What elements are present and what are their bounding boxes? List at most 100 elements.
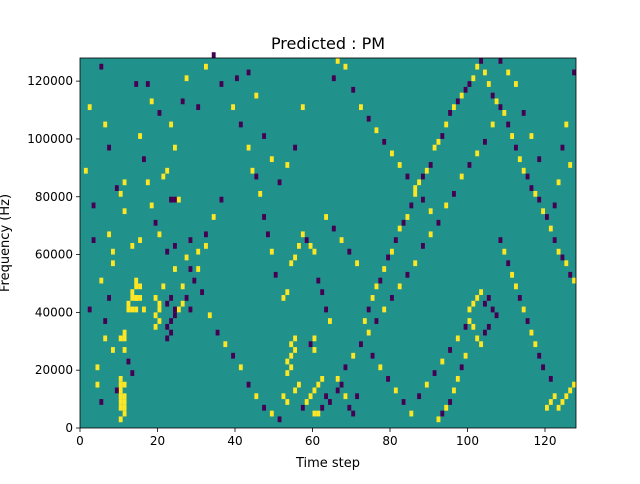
heatmap-cell — [173, 266, 177, 272]
heatmap-cell — [521, 110, 526, 116]
heatmap-cell — [541, 208, 546, 215]
heatmap-cell — [409, 202, 414, 209]
heatmap-cell — [393, 387, 398, 394]
heatmap-cell — [281, 393, 286, 400]
heatmap-cell — [231, 104, 236, 111]
heatmap-cell — [320, 375, 325, 382]
heatmap-cell — [455, 375, 460, 382]
heatmap-cell — [145, 81, 150, 87]
heatmap-cell — [231, 352, 236, 359]
heatmap-cell — [316, 277, 321, 284]
y-tick-label: 100000 — [27, 132, 73, 146]
heatmap-cell — [537, 352, 542, 359]
heatmap-cell — [564, 393, 569, 400]
heatmap-cell — [483, 300, 487, 307]
heatmap-cell — [157, 300, 162, 307]
heatmap-cell — [568, 271, 573, 278]
heatmap-cell — [494, 312, 499, 319]
heatmap-cell — [262, 404, 267, 411]
heatmap-cell — [390, 295, 394, 301]
heatmap-cell — [254, 393, 259, 400]
heatmap-cell — [83, 167, 88, 174]
heatmap-cell — [246, 144, 251, 151]
heatmap-cell — [471, 75, 476, 82]
heatmap-cell — [300, 404, 305, 411]
heatmap-cell — [122, 329, 127, 336]
heatmap-cell — [161, 283, 166, 290]
heatmap-cell — [269, 410, 274, 417]
heatmap-cell — [103, 335, 108, 342]
heatmap-cell — [188, 266, 193, 272]
heatmap-cell — [351, 352, 356, 359]
heatmap-cell — [448, 110, 453, 116]
heatmap-cell — [506, 69, 511, 76]
heatmap-cell — [134, 283, 139, 290]
heatmap-cell — [134, 81, 139, 87]
heatmap-cell — [529, 329, 534, 336]
x-tick-label: 100 — [456, 434, 479, 448]
heatmap-cell — [250, 167, 255, 174]
heatmap-cell — [393, 237, 398, 243]
heatmap-cell — [114, 185, 119, 191]
heatmap-cell — [355, 393, 360, 400]
heatmap-cell — [471, 300, 476, 307]
heatmap-cell — [324, 393, 329, 400]
heatmap-cell — [273, 271, 278, 278]
heatmap-cell — [382, 138, 387, 145]
heatmap-cell — [134, 277, 139, 284]
heatmap-cell — [180, 283, 185, 290]
heatmap-cell — [459, 364, 464, 371]
heatmap-cell — [479, 58, 484, 64]
heatmap-cell — [320, 289, 325, 296]
heatmap-cell — [378, 277, 383, 284]
heatmap-cell — [494, 98, 499, 105]
heatmap-cell — [572, 381, 577, 388]
heatmap-cell — [138, 237, 143, 243]
heatmap-cell — [424, 381, 429, 388]
heatmap-cell — [417, 179, 422, 186]
y-axis-label: Frequency (Hz) — [0, 194, 13, 292]
heatmap-cell — [467, 318, 472, 324]
x-tick-label: 0 — [76, 434, 84, 448]
heatmap-cell — [568, 387, 573, 394]
heatmap-cell — [444, 121, 449, 128]
heatmap-cell — [421, 243, 425, 249]
heatmap-cell — [560, 254, 565, 261]
heatmap-cell — [521, 306, 526, 313]
heatmap-cell — [479, 289, 484, 296]
heatmap-cell — [304, 237, 309, 243]
x-tick-label: 20 — [150, 434, 165, 448]
heatmap-cell — [331, 75, 336, 82]
heatmap-cell — [517, 156, 522, 163]
heatmap-cell — [545, 214, 549, 220]
heatmap-cell — [366, 306, 371, 313]
heatmap-cell — [238, 121, 243, 128]
heatmap-cell — [173, 312, 177, 319]
heatmap-cell — [157, 110, 162, 116]
heatmap-cell — [312, 248, 317, 255]
heatmap-cell — [413, 190, 418, 197]
heatmap-cell — [436, 219, 441, 226]
heatmap-cell — [552, 202, 557, 209]
heatmap-cell — [386, 254, 391, 261]
heatmap-cell — [122, 404, 127, 411]
heatmap-cell — [452, 190, 456, 197]
heatmap-cell — [556, 248, 561, 255]
heatmap-cell — [308, 243, 313, 249]
heatmap-cell — [490, 92, 495, 99]
heatmap-cell — [374, 283, 379, 290]
heatmap-cell — [362, 318, 367, 324]
heatmap-cell — [99, 63, 104, 70]
heatmap-cell — [211, 52, 216, 58]
heatmap-cell — [548, 375, 553, 382]
heatmap-cell — [324, 306, 329, 313]
heatmap-cell — [541, 364, 546, 371]
heatmap-cell — [180, 98, 185, 105]
heatmap-cell — [176, 196, 181, 203]
heatmap-cell — [111, 248, 115, 255]
heatmap-cell — [169, 196, 174, 203]
heatmap-cell — [114, 387, 119, 394]
heatmap-cell — [138, 133, 143, 139]
heatmap-cell — [351, 410, 356, 417]
